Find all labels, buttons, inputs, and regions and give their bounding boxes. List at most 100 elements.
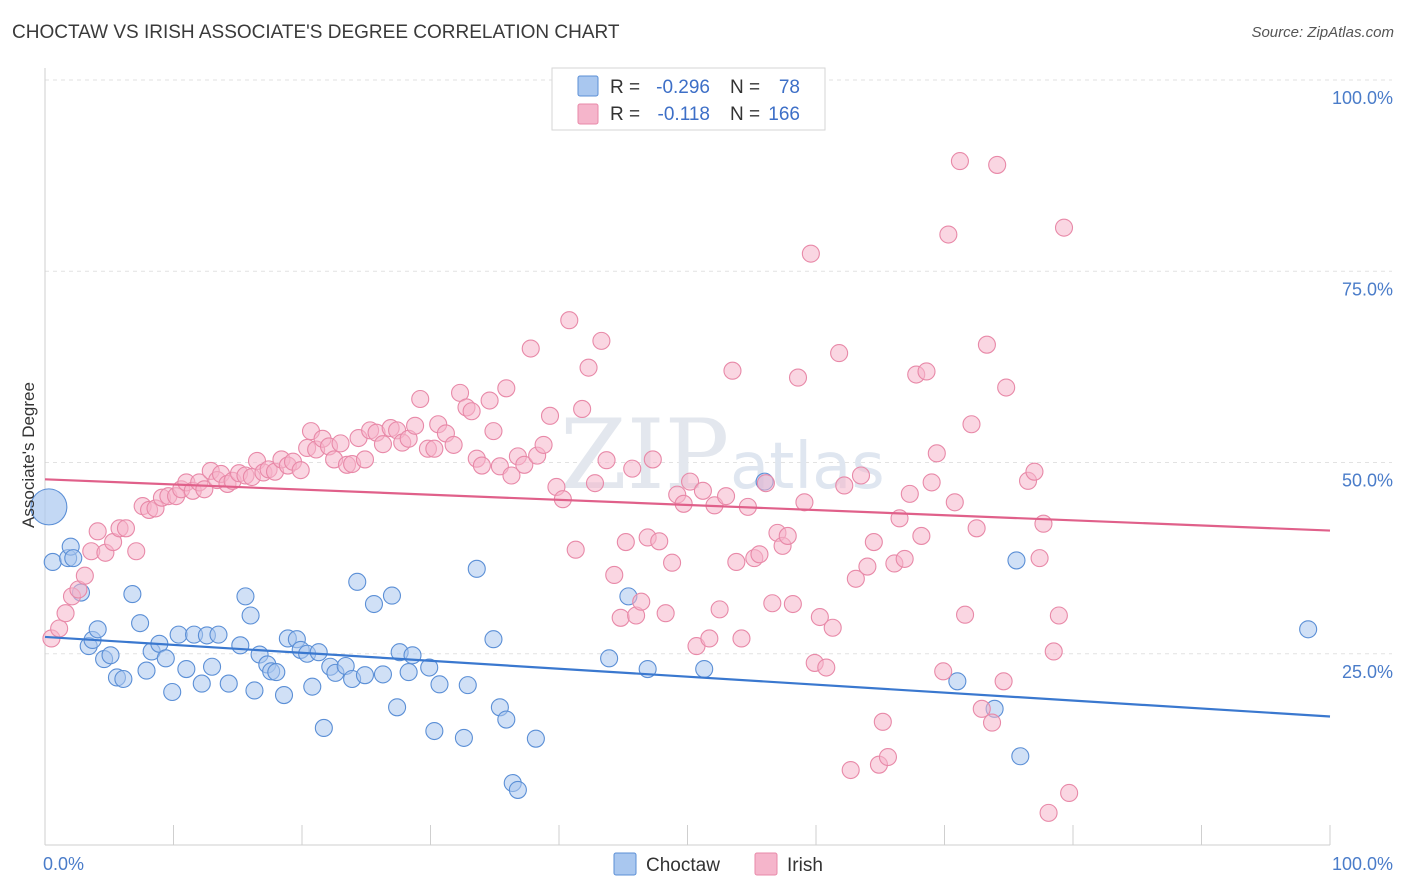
axes	[44, 68, 1331, 846]
point-choctaw-62	[484, 630, 503, 649]
point-irish-166	[1044, 642, 1063, 661]
point-choctaw-9	[101, 646, 120, 665]
point-choctaw-49	[364, 594, 384, 614]
legend-swatch-irish	[754, 852, 778, 876]
point-choctaw-25	[209, 625, 228, 644]
point-irish-144	[912, 526, 931, 545]
point-choctaw-26	[219, 674, 238, 693]
point-choctaw-54	[399, 663, 418, 682]
point-choctaw-67	[526, 729, 545, 748]
grid-lines	[45, 79, 1392, 655]
point-irish-133	[851, 466, 871, 485]
point-irish-89	[597, 451, 616, 470]
point-irish-167	[1049, 606, 1068, 625]
point-irish-70	[480, 391, 499, 410]
legend-label-irish: Irish	[787, 855, 823, 876]
y-tick-label-25: 25.0%	[1342, 662, 1393, 682]
point-irish-148	[934, 662, 953, 681]
point-irish-58	[406, 416, 425, 435]
trend-line-irish	[44, 478, 1331, 532]
point-choctaw-29	[241, 606, 260, 625]
tick-labels: 25.0% 50.0% 75.0% 100.0% 0.0% 100.0%	[43, 88, 1393, 874]
point-irish-93	[623, 459, 642, 478]
stats-swatch-choctaw	[577, 75, 599, 97]
y-tick-label-50: 50.0%	[1342, 471, 1393, 491]
point-irish-117	[763, 594, 782, 613]
point-irish-80	[540, 406, 560, 425]
point-irish-79	[534, 435, 553, 454]
chart-title: CHOCTAW VS IRISH ASSOCIATE'S DEGREE CORR…	[12, 22, 620, 43]
point-choctaw-47	[348, 572, 367, 591]
point-irish-132	[846, 569, 865, 588]
series-legend: Choctaw Irish	[613, 852, 823, 876]
point-irish-158	[988, 155, 1007, 174]
point-choctaw-11	[114, 669, 133, 689]
point-irish-123	[795, 493, 814, 512]
stats-r-label-irish: R =	[610, 104, 640, 125]
chart-source: Source: ZipAtlas.com	[1251, 24, 1394, 41]
point-choctaw-57	[425, 721, 444, 741]
point-irish-108	[710, 600, 729, 619]
y-axis-label: Associate's Degree	[19, 382, 38, 528]
point-irish-92	[616, 533, 635, 552]
point-choctaw-40	[303, 677, 322, 696]
point-choctaw-56	[420, 658, 439, 677]
point-irish-162	[1025, 462, 1044, 481]
point-irish-64	[444, 435, 463, 454]
point-irish-164	[1034, 514, 1053, 533]
point-choctaw-12	[123, 585, 142, 604]
point-irish-59	[411, 389, 430, 409]
point-choctaw-77	[1299, 620, 1318, 639]
point-irish-149	[939, 225, 958, 244]
point-irish-39	[291, 461, 310, 480]
point-irish-99	[656, 604, 675, 623]
point-irish-153	[962, 415, 981, 434]
point-irish-88	[592, 331, 611, 350]
point-choctaw-14	[137, 661, 156, 680]
point-irish-84	[566, 540, 585, 559]
point-choctaw-58	[430, 675, 449, 694]
point-irish-141	[895, 549, 914, 568]
point-irish-111	[727, 552, 746, 572]
point-irish-76	[515, 455, 534, 474]
point-irish-106	[700, 629, 719, 648]
point-choctaw-24	[203, 657, 222, 676]
point-choctaw-35	[274, 686, 294, 705]
point-choctaw-66	[508, 780, 527, 799]
point-irish-103	[681, 472, 700, 491]
stats-n-value-irish: 166	[768, 104, 800, 125]
point-irish-2	[56, 604, 75, 623]
point-choctaw-30	[245, 681, 264, 700]
point-choctaw-60	[458, 676, 477, 695]
point-irish-163	[1030, 549, 1049, 568]
point-irish-109	[716, 487, 736, 506]
point-choctaw-large	[30, 488, 68, 526]
point-irish-155	[972, 699, 991, 718]
point-irish-77	[521, 339, 540, 358]
point-irish-142	[900, 484, 919, 503]
point-irish-87	[585, 474, 605, 493]
point-irish-122	[788, 368, 808, 387]
point-irish-121	[783, 594, 802, 614]
point-irish-126	[810, 607, 829, 627]
point-irish-86	[579, 358, 598, 377]
point-irish-53	[373, 435, 393, 454]
point-irish-156	[977, 335, 996, 354]
trend-lines	[44, 478, 1331, 718]
point-irish-98	[650, 532, 669, 551]
point-irish-1	[50, 619, 69, 638]
point-choctaw-71	[695, 659, 714, 679]
point-irish-85	[573, 399, 592, 419]
point-choctaw-61	[467, 559, 486, 578]
stats-r-value-irish: -0.118	[658, 104, 710, 125]
point-irish-83	[560, 311, 579, 330]
point-irish-159	[994, 672, 1013, 691]
point-irish-100	[663, 553, 682, 572]
point-irish-150	[945, 493, 964, 512]
stats-n-label-choctaw: N =	[730, 77, 760, 98]
point-irish-128	[823, 618, 842, 637]
point-choctaw-42	[314, 718, 333, 738]
point-choctaw-27	[231, 636, 250, 655]
point-irish-129	[830, 344, 849, 363]
point-choctaw-34	[267, 663, 286, 682]
